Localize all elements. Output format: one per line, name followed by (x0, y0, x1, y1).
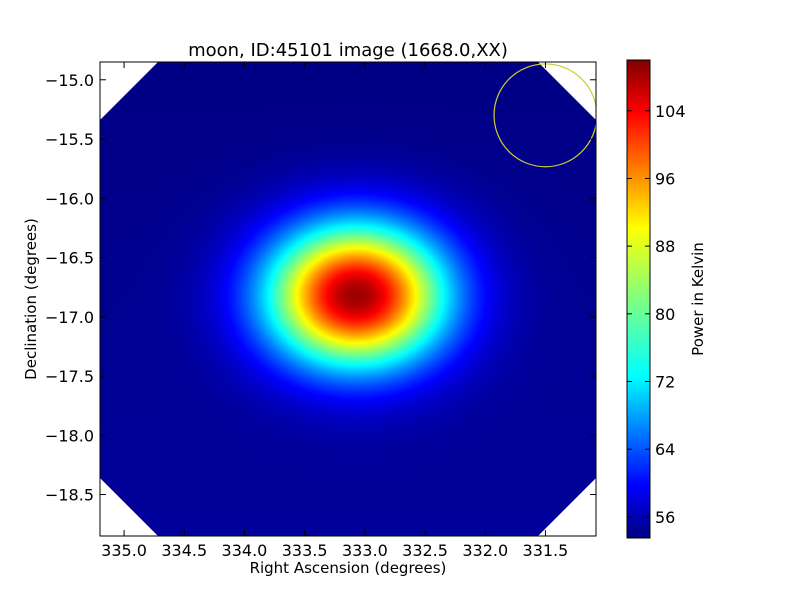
colorbar-tick-label: 80 (655, 305, 675, 324)
chart-title: moon, ID:45101 image (1668.0,XX) (188, 40, 508, 61)
y-tick-label: −17.0 (45, 308, 94, 327)
y-tick-label: −18.0 (45, 426, 94, 445)
colorbar-tick-label: 72 (655, 372, 675, 391)
y-tick-label: −16.0 (45, 189, 94, 208)
plot-frame (99, 61, 597, 537)
x-tick-label: 335.0 (101, 541, 147, 560)
colorbar-tick-label: 96 (655, 169, 675, 188)
x-tick-label: 333.5 (282, 541, 328, 560)
colorbar: 56 64 72 80 88 96 104 Power in Kelvin (626, 59, 707, 539)
blank-corner-bottom-left (100, 478, 158, 536)
y-tick-label: −15.5 (45, 130, 94, 149)
colorbar-tick-label: 56 (655, 508, 675, 527)
y-tick-label: −16.5 (45, 249, 94, 268)
colorbar-label: Power in Kelvin (689, 242, 707, 356)
x-tick-label: 334.0 (222, 541, 268, 560)
y-tick-label: −17.5 (45, 367, 94, 386)
x-axis-label: Right Ascension (degrees) (250, 559, 447, 577)
colorbar-tick-label: 104 (655, 102, 686, 121)
x-tick-label: 332.0 (462, 541, 508, 560)
x-tick-label: 334.5 (161, 541, 207, 560)
x-tick-label: 333.0 (342, 541, 388, 560)
colorbar-tick-label: 88 (655, 237, 675, 256)
y-tick-label: −18.5 (45, 486, 94, 505)
blank-corner-top-right (538, 62, 596, 120)
colorbar-tick-label: 64 (655, 440, 675, 459)
x-tick-label: 332.5 (402, 541, 448, 560)
y-axis: −15.0 −15.5 −16.0 −16.5 −17.0 −17.5 −18.0 −18.5 (45, 71, 596, 505)
colorbar-ticks: 56 64 72 80 88 96 104 (627, 102, 686, 527)
colorbar-gradient (626, 59, 651, 539)
blank-corner-bottom-right (538, 478, 596, 536)
blank-corner-top-left (100, 62, 158, 120)
y-axis-label: Declination (degrees) (22, 218, 40, 380)
x-tick-label: 331.5 (523, 541, 569, 560)
plot-area: 335.0 334.5 334.0 333.5 333.0 332.5 332.0 331.5… (45, 61, 597, 560)
x-axis: 335.0 334.5 334.0 333.5 333.0 332.5 332.0 331.5 (101, 62, 568, 560)
y-tick-label: −15.0 (45, 71, 94, 90)
heatmap-image (100, 62, 596, 536)
